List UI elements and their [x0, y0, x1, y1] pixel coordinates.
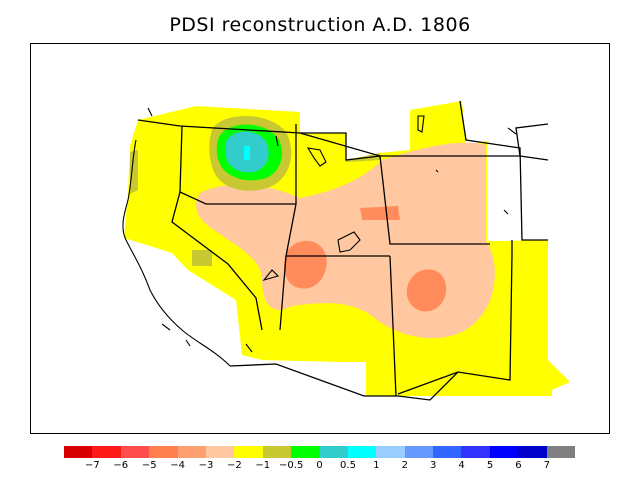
- legend-swatch: [177, 446, 206, 458]
- legend-swatch: [433, 446, 462, 458]
- legend-swatch: [291, 446, 320, 458]
- coastline: [122, 107, 517, 367]
- legend-label: 2: [401, 460, 408, 471]
- field-cyan: [244, 146, 250, 160]
- legend-swatch: [461, 446, 490, 458]
- legend-swatch: [234, 446, 263, 458]
- legend-label: −6: [113, 460, 129, 471]
- legend-label: 7: [543, 460, 550, 471]
- legend-label: 4: [458, 460, 465, 471]
- legend-swatch: [347, 446, 377, 458]
- legend-swatch: [546, 446, 576, 458]
- legend-swatch: [518, 446, 547, 458]
- field-salmon-2: [406, 269, 447, 312]
- legend-swatch: [205, 446, 235, 458]
- legend-label: −0.5: [279, 460, 304, 471]
- legend-label: −1: [255, 460, 271, 471]
- legend-label: 0.5: [340, 460, 356, 471]
- legend-swatch: [64, 446, 93, 458]
- legend-label: −5: [141, 460, 157, 471]
- map-frame: [30, 43, 610, 434]
- legend-swatch: [489, 446, 519, 458]
- boundaries: [137, 100, 549, 401]
- legend-labels: −7 −6 −5 −4 −3 −2 −1 −0.5 0 0.5 1 2 3 4 5 6 7: [0, 460, 640, 474]
- legend-label: 5: [486, 460, 494, 471]
- legend-label: 0: [316, 460, 323, 471]
- field-salmon-1: [284, 240, 327, 289]
- map-title: PDSI reconstruction A.D. 1806: [169, 14, 471, 36]
- legend-label: −3: [198, 460, 214, 471]
- legend-colorbar: [64, 446, 576, 458]
- legend-label: 1: [373, 460, 380, 471]
- legend-swatch: [92, 446, 121, 458]
- legend-label: 6: [515, 460, 522, 471]
- field-salmon-3: [360, 206, 400, 220]
- legend-swatch: [262, 446, 292, 458]
- legend-swatch: [149, 446, 178, 458]
- legend-swatch: [120, 446, 150, 458]
- field-olive-3: [192, 250, 212, 266]
- legend-label: −4: [170, 460, 185, 471]
- legend-swatch: [319, 446, 348, 458]
- legend-swatch: [404, 446, 434, 458]
- field-olive-2: [130, 150, 138, 194]
- legend-label: −7: [85, 460, 100, 471]
- legend-swatch: [376, 446, 405, 458]
- legend-label: 3: [430, 460, 437, 471]
- legend-label: −2: [227, 460, 242, 471]
